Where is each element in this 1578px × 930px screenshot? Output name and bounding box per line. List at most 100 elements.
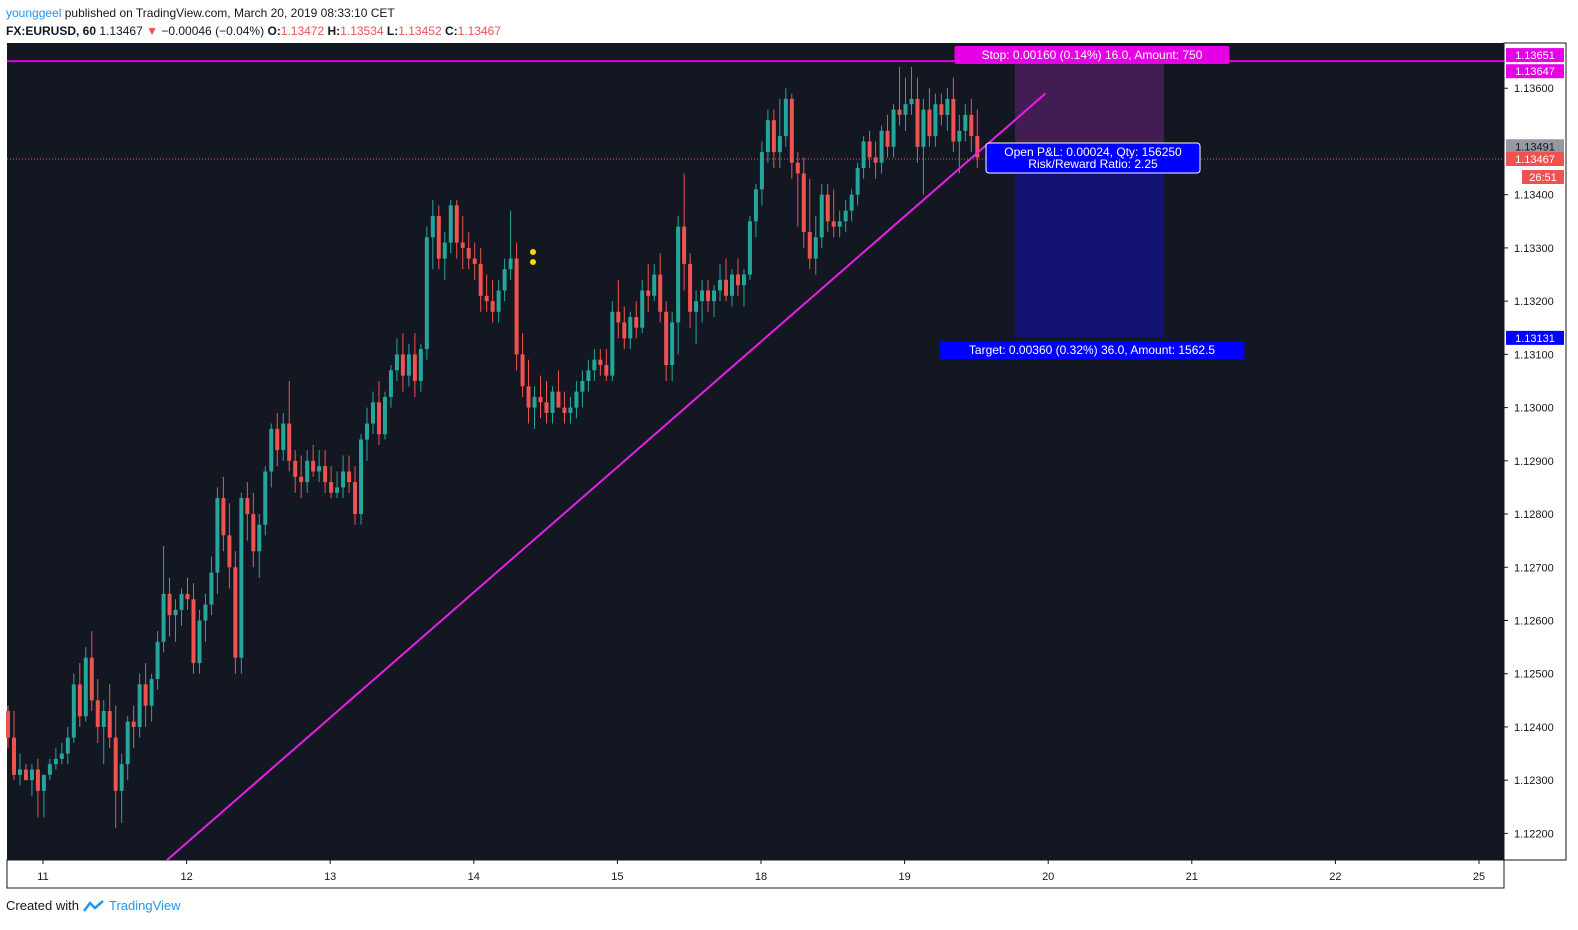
stop-label[interactable]: Stop: 0.00160 (0.14%) 16.0, Amount: 750: [954, 46, 1230, 64]
candle-body: [83, 657, 88, 717]
candle-body: [472, 258, 477, 264]
price-tick-label: 1.12700: [1514, 562, 1554, 574]
candle-body: [951, 98, 956, 142]
price-tick-label: 1.12800: [1514, 509, 1554, 521]
candle-body: [370, 402, 375, 424]
target-label[interactable]: Target: 0.00360 (0.32%) 36.0, Amount: 15…: [939, 341, 1245, 359]
candle-body: [143, 684, 148, 706]
candle-body: [735, 274, 740, 286]
candle-body: [724, 279, 728, 296]
time-tick-label: 13: [324, 871, 336, 883]
candle-body: [65, 737, 70, 754]
candle-body: [568, 407, 573, 413]
candle-body: [131, 721, 136, 727]
candle-body: [520, 354, 525, 387]
candle-body: [873, 157, 878, 163]
candle-body: [412, 354, 417, 381]
profit-target-zone[interactable]: [1015, 146, 1164, 338]
pnl-label[interactable]: Open P&L: 0.00024, Qty: 156250 Risk/Rewa…: [985, 142, 1201, 174]
candle-body: [927, 109, 932, 137]
candle-body: [382, 396, 387, 435]
price-change: −0.00046 (−0.04%): [161, 24, 265, 38]
candle-body: [173, 609, 178, 616]
stop-label-box: [954, 46, 1230, 64]
tradingview-link[interactable]: TradingView: [108, 898, 181, 913]
pnl-box: [985, 142, 1201, 174]
candle-body: [658, 274, 663, 312]
candle-body: [47, 764, 52, 775]
created-with: Created with: [6, 898, 79, 913]
candle-body: [167, 593, 172, 616]
candle-body: [245, 498, 250, 515]
time-tick-label: 12: [180, 871, 192, 883]
plot-area[interactable]: [7, 43, 1504, 860]
time-ticks: 11 12 13 14 15 18 19 20 21 22 25: [37, 860, 1485, 883]
author-link[interactable]: younggeel: [6, 6, 62, 20]
price-tick-label: 1.12200: [1514, 828, 1554, 840]
candle-body: [454, 205, 459, 243]
candle-body: [628, 317, 633, 339]
candle-body: [35, 769, 40, 791]
candle-body: [257, 524, 262, 552]
candle-body: [460, 242, 465, 248]
candle-body: [837, 221, 842, 227]
candle-body: [909, 98, 914, 105]
candle-body: [550, 391, 555, 413]
candle-body: [664, 311, 669, 366]
candle-body: [275, 428, 280, 451]
target-label-text: Target: 0.00360 (0.32%) 36.0, Amount: 15…: [969, 343, 1215, 357]
candle-body: [801, 173, 806, 232]
price-badge: [1522, 170, 1564, 185]
candle-body: [580, 380, 585, 392]
candle-body: [311, 460, 316, 472]
candle-body: [532, 396, 537, 408]
time-axis[interactable]: [6, 859, 1505, 889]
symbol-label[interactable]: FX:EURUSD, 60: [6, 24, 97, 38]
candle-body: [682, 226, 687, 264]
price-badge: [1506, 330, 1564, 345]
target-label-box: [939, 341, 1245, 359]
price-badge-text: 1.13491: [1515, 141, 1555, 153]
candle-body: [353, 482, 358, 515]
candle-body: [544, 402, 549, 413]
time-tick-label: 18: [755, 871, 767, 883]
candle-body: [598, 359, 603, 366]
price-tick-label: 1.12500: [1514, 669, 1554, 681]
candle-body: [903, 104, 908, 115]
candle-body: [490, 301, 495, 312]
ohlc-line: FX:EURUSD, 60 1.13467 ▼ −0.00046 (−0.04%…: [6, 22, 501, 40]
candle-body: [592, 359, 597, 371]
chart-header: younggeel published on TradingView.com, …: [6, 4, 501, 40]
high-value: 1.13534: [340, 24, 384, 38]
candle-body: [119, 764, 124, 791]
price-tick-label: 1.13600: [1514, 83, 1554, 95]
candle-body: [347, 471, 352, 483]
down-arrow-icon: ▼: [146, 24, 158, 38]
candle-body: [227, 535, 232, 568]
pnl-text: Open P&L: 0.00024, Qty: 156250: [1004, 145, 1182, 159]
candle-body: [125, 721, 130, 765]
price-tick-label: 1.13400: [1514, 190, 1554, 202]
candle-body: [53, 758, 58, 765]
price-badge-text: 1.13651: [1515, 50, 1555, 62]
open-value: 1.13472: [280, 24, 325, 38]
candle-body: [17, 769, 22, 775]
candle-body: [466, 247, 471, 259]
candle-body: [149, 679, 154, 706]
candle-body: [825, 194, 830, 222]
candle-body: [23, 769, 28, 781]
candle-body: [897, 109, 902, 115]
candle-body: [562, 407, 567, 413]
candle-body: [442, 242, 447, 259]
price-tick-label: 1.13200: [1514, 296, 1554, 308]
trendline[interactable]: [166, 92, 1046, 861]
candle-body: [376, 402, 381, 435]
candle-body: [921, 109, 926, 147]
candle-body: [813, 237, 818, 259]
price-badge: [1506, 139, 1564, 154]
candle-body: [514, 258, 519, 355]
stop-loss-zone[interactable]: [1015, 61, 1164, 147]
price-tick-label: 1.13000: [1514, 403, 1554, 415]
low-key: L:: [386, 24, 399, 38]
